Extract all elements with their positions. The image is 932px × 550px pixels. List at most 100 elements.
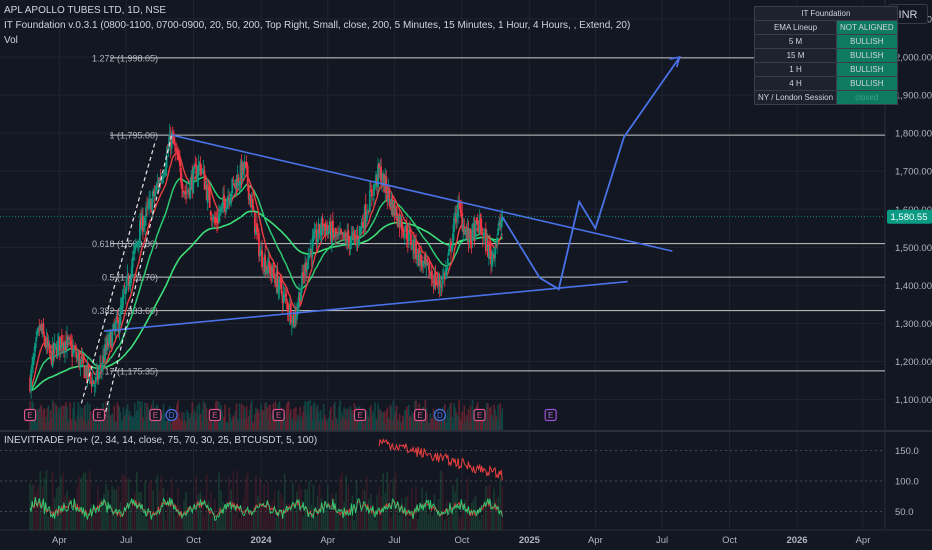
- candle-body: [259, 252, 261, 256]
- osc-bar: [183, 500, 185, 530]
- osc-bar: [386, 472, 389, 530]
- candle-body: [395, 206, 398, 220]
- volume-bar: [246, 423, 249, 430]
- osc-bar: [162, 488, 165, 530]
- ema-20-line: [29, 152, 503, 392]
- price-axis: 2,100.002,000.001,900.001,800.001,700.00…: [895, 15, 932, 519]
- candle-body: [209, 210, 212, 216]
- volume-bar: [122, 407, 125, 430]
- candle-body: [218, 213, 220, 223]
- candle-body: [94, 377, 97, 384]
- candle-body: [499, 223, 502, 227]
- candle-body: [84, 368, 87, 376]
- candle-body: [361, 222, 364, 226]
- volume-bar: [326, 423, 329, 430]
- osc-bar: [234, 514, 237, 530]
- candle-body: [251, 199, 254, 209]
- candle-body: [77, 354, 80, 361]
- volume-bar: [334, 402, 336, 430]
- oscillator-legend[interactable]: INEVITRADE Pro+ (2, 34, 14, close, 75, 7…: [4, 435, 318, 446]
- volume-bar: [161, 414, 164, 430]
- candle-body: [99, 364, 102, 368]
- candle-body: [297, 303, 299, 309]
- osc-bar: [166, 490, 169, 530]
- osc-bar: [133, 492, 136, 530]
- candle-body: [113, 327, 116, 329]
- candle-body: [89, 372, 92, 378]
- osc-bar: [201, 497, 204, 530]
- candle-body: [230, 193, 233, 197]
- volume-bar: [238, 403, 241, 430]
- volume-bar: [103, 416, 105, 430]
- currency-button[interactable]: INR: [888, 4, 928, 24]
- osc-bar: [359, 509, 362, 530]
- candle-body: [144, 217, 146, 226]
- candle-body: [90, 380, 93, 387]
- volume-bar: [225, 421, 227, 430]
- candle-body: [344, 235, 347, 237]
- volume-legend[interactable]: Vol: [4, 35, 18, 46]
- candle-body: [459, 202, 462, 210]
- candle-body: [324, 223, 327, 235]
- osc-bar: [123, 474, 126, 530]
- candle-body: [111, 331, 114, 346]
- volume-bar: [349, 406, 352, 430]
- indicator-legend[interactable]: IT Foundation v.0.3.1 (0800-1100, 0700-0…: [4, 20, 631, 31]
- candle-body: [416, 258, 418, 261]
- volume-bar: [410, 417, 412, 430]
- volume-bar: [351, 409, 354, 430]
- osc-bar: [72, 509, 74, 530]
- candle-body: [358, 226, 361, 238]
- candle-body: [188, 188, 191, 197]
- osc-bar: [470, 502, 473, 530]
- event-marker-label: E: [27, 411, 32, 420]
- osc-bar: [499, 476, 502, 530]
- osc-bar: [425, 491, 428, 530]
- candle-body: [151, 198, 154, 211]
- volume-bar: [487, 403, 489, 430]
- volume-bar: [81, 408, 84, 430]
- candle-body: [140, 218, 142, 229]
- candle-body: [256, 223, 258, 232]
- ema-200-line: [29, 210, 503, 392]
- osc-bar: [308, 481, 311, 530]
- event-marker-label: E: [153, 411, 158, 420]
- time-tick-label: Jul: [656, 535, 668, 546]
- candle-body: [388, 187, 391, 199]
- volume-bar: [196, 405, 199, 430]
- candle-body: [431, 278, 434, 280]
- candle-body: [260, 251, 262, 255]
- volume-bar: [388, 419, 391, 430]
- candle-body: [291, 315, 294, 324]
- candle-body: [31, 363, 34, 370]
- candle-body: [72, 349, 75, 355]
- volume-bar: [494, 409, 496, 430]
- volume-bar: [136, 410, 138, 430]
- candle-body: [424, 254, 427, 265]
- volume-bar: [183, 412, 185, 430]
- osc-bar: [154, 512, 157, 530]
- dividend-marker: [433, 408, 447, 422]
- volume-bar: [87, 419, 90, 430]
- volume-bar: [342, 416, 344, 430]
- candle-body: [362, 221, 365, 229]
- candle-body: [224, 201, 226, 211]
- volume-bar: [192, 414, 195, 430]
- osc-bar: [220, 490, 222, 530]
- volume-bar: [232, 415, 235, 430]
- volume-bar: [496, 419, 498, 430]
- osc-bar: [51, 471, 54, 530]
- candle-body: [409, 233, 412, 246]
- candle-body: [207, 186, 210, 191]
- volume-bar: [329, 410, 331, 430]
- volume-bar: [379, 408, 381, 430]
- volume-bar: [317, 412, 320, 430]
- candle-body: [266, 266, 269, 271]
- volume-bar: [366, 416, 369, 430]
- volume-bar: [180, 422, 182, 430]
- candle-body: [300, 290, 302, 301]
- volume-bar: [79, 406, 82, 430]
- candle-body: [107, 340, 109, 347]
- volume-bar: [308, 412, 311, 430]
